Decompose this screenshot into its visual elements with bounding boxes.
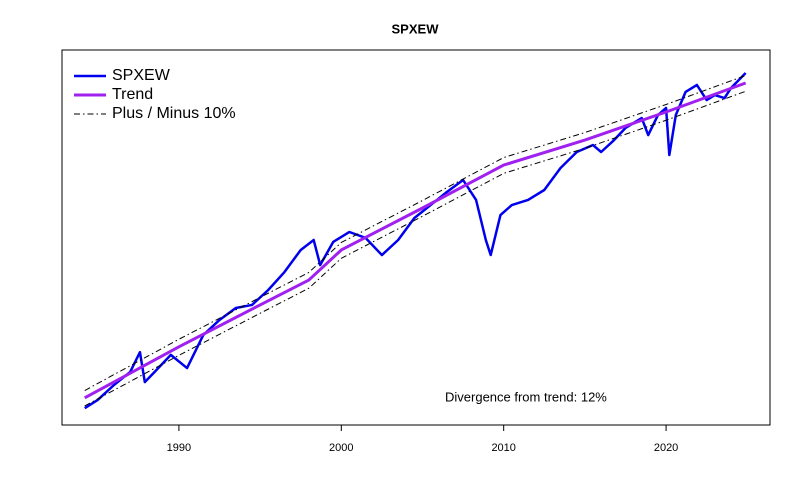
x-tick-label: 1990	[167, 442, 191, 454]
annotation: Divergence from trend: 12%	[445, 389, 607, 404]
plot-box	[61, 49, 771, 426]
series-line	[84, 75, 746, 391]
x-tick-label: 2020	[654, 442, 678, 454]
series-line	[84, 72, 747, 410]
x-tick-label: 2000	[329, 442, 353, 454]
legend-label: Trend	[112, 86, 153, 103]
legend-label: SPXEW	[112, 67, 171, 84]
x-tick-label: 2010	[491, 442, 515, 454]
series-line	[84, 90, 746, 407]
series-line	[84, 81, 747, 400]
legend-label: Plus / Minus 10%	[112, 105, 236, 122]
chart-title: SPXEW	[392, 21, 440, 36]
